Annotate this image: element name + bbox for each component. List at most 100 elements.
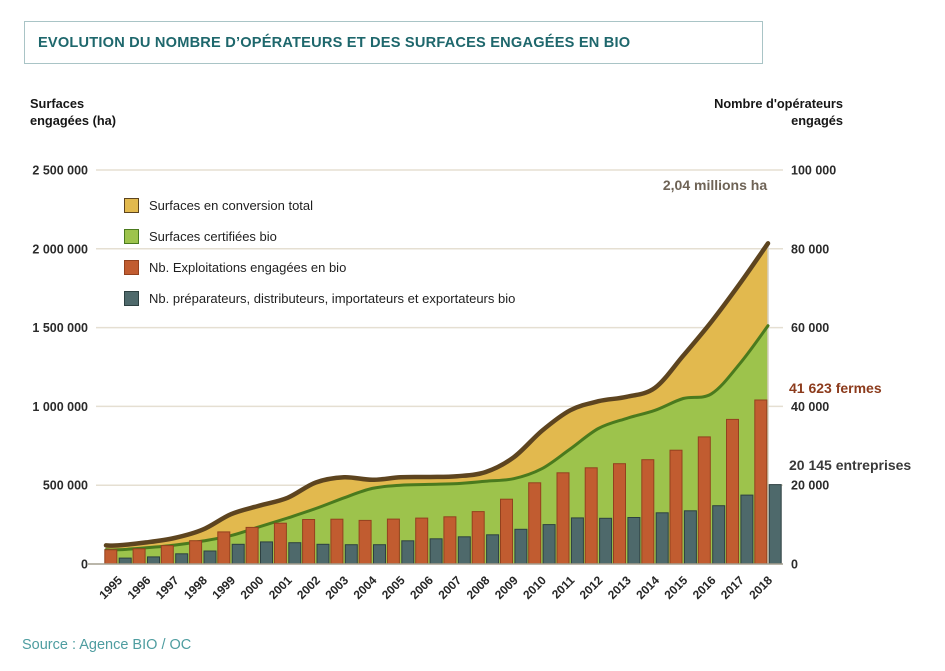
legend-item-operators: Nb. préparateurs, distributeurs, importa…	[124, 290, 515, 306]
bar-farms-2013	[613, 463, 626, 565]
bar-operators-1998	[203, 550, 217, 565]
bar-farms-2015	[669, 449, 683, 565]
x-axis-year-label: 2001	[266, 573, 295, 602]
annotation-total-surface: 2,04 millions ha	[662, 177, 768, 193]
x-axis-year-label: 2010	[520, 573, 549, 602]
x-axis-year-label: 1995	[96, 573, 125, 602]
bar-operators-2009	[514, 528, 528, 565]
legend-label-conversion: Surfaces en conversion total	[149, 197, 314, 213]
bar-operators-1995	[118, 557, 132, 565]
legend: Surfaces en conversion total Surfaces ce…	[124, 197, 515, 321]
left-axis-tick-label: 0	[81, 558, 88, 572]
bar-farms-2003	[330, 518, 344, 565]
page-title: EVOLUTION DU NOMBRE D’OPÉRATEURS ET DES …	[38, 34, 631, 51]
title-box: EVOLUTION DU NOMBRE D’OPÉRATEURS ET DES …	[24, 21, 763, 64]
source-note: Source : Agence BIO / OC	[22, 637, 192, 653]
x-axis-year-label: 2005	[379, 573, 408, 602]
x-axis-year-label: 2008	[464, 573, 493, 602]
x-axis-year-label: 2012	[577, 573, 606, 602]
bar-farms-2016	[697, 436, 711, 565]
bar-operators-2006	[429, 538, 443, 565]
left-axis-tick-label: 1 000 000	[32, 400, 88, 414]
left-axis-title-line1: Surfaces	[30, 96, 85, 111]
annotation-enterprises: 20 145 entreprises	[789, 457, 912, 473]
bar-farms-2017	[726, 418, 739, 565]
bar-farms-2010	[528, 482, 542, 565]
legend-item-farms: Nb. Exploitations engagées en bio	[124, 259, 515, 275]
bar-operators-2016	[712, 505, 726, 565]
bar-farms-2014	[641, 459, 655, 565]
bar-operators-2004	[373, 544, 386, 565]
bar-operators-2011	[570, 517, 584, 565]
bar-operators-1999	[231, 543, 245, 565]
right-axis-title-line2: engagés	[791, 112, 843, 128]
x-axis-year-label: 2009	[492, 573, 521, 602]
bar-farms-2004	[358, 519, 372, 565]
x-axis-year-label: 2004	[351, 573, 380, 602]
x-axis-year-label: 2007	[435, 573, 464, 602]
x-axis-year-label: 1998	[181, 573, 210, 602]
x-axis-year-label: 2002	[294, 573, 323, 602]
bar-farms-2007	[443, 516, 457, 565]
bar-farms-2011	[556, 472, 570, 565]
right-axis-tick-label: 80 000	[791, 242, 829, 256]
right-axis-tick-label: 60 000	[791, 321, 829, 335]
x-axis-year-label: 1997	[153, 573, 182, 602]
right-axis-title-line1: Nombre d'opérateurs	[714, 96, 843, 111]
left-axis-tick-label: 1 500 000	[32, 321, 88, 335]
x-axis-year-label: 2017	[718, 573, 747, 602]
left-axis-title-line2: engagées (ha)	[30, 112, 117, 128]
bar-operators-2007	[457, 536, 471, 565]
area-certified-bio	[106, 325, 768, 564]
right-axis-tick-label: 40 000	[791, 400, 829, 414]
bar-operators-2015	[683, 510, 697, 565]
legend-label-certified: Surfaces certifiées bio	[149, 228, 277, 244]
x-axis-year-label: 2003	[322, 573, 351, 602]
legend-swatch-certified-icon	[124, 228, 139, 244]
bar-farms-2008	[471, 511, 485, 565]
bar-operators-2003	[344, 544, 358, 565]
bar-farms-1999	[217, 531, 231, 565]
right-axis-tick-label: 0	[791, 558, 798, 572]
bar-operators-2017	[740, 494, 754, 565]
legend-swatch-farms-icon	[124, 259, 139, 275]
bar-farms-2002	[302, 519, 316, 565]
legend-swatch-conversion-icon	[124, 197, 139, 213]
x-axis-year-label: 2013	[605, 573, 634, 602]
bar-operators-2002	[316, 543, 330, 565]
x-axis-year-label: 2015	[662, 573, 691, 602]
line-total-engaged	[103, 241, 771, 548]
left-axis-tick-label: 2 500 000	[32, 164, 88, 178]
right-axis-title: Nombre d'opérateurs engagés	[643, 96, 843, 129]
line-certified-bio	[104, 324, 770, 552]
bar-farms-2006	[415, 517, 429, 565]
legend-label-operators: Nb. préparateurs, distributeurs, importa…	[149, 290, 516, 306]
bar-farms-1998	[189, 540, 203, 565]
bar-farms-2009	[500, 498, 513, 565]
bar-operators-2010	[542, 524, 556, 565]
x-axis-year-label: 2006	[407, 573, 436, 602]
bar-farms-2012	[584, 467, 598, 565]
bar-farms-2001	[273, 522, 287, 565]
bar-operators-2014	[655, 512, 669, 565]
left-axis-tick-label: 2 000 000	[32, 242, 88, 256]
x-axis-year-label: 1999	[209, 573, 238, 602]
bar-farms-1997	[160, 545, 174, 565]
bar-farms-2018	[754, 399, 768, 565]
legend-item-certified: Surfaces certifiées bio	[124, 228, 515, 244]
bar-operators-2018	[768, 484, 782, 565]
left-axis-tick-label: 500 000	[43, 479, 88, 493]
bar-farms-2000	[245, 526, 259, 565]
legend-swatch-operators-icon	[124, 290, 139, 306]
x-axis-year-label: 2016	[690, 573, 719, 602]
x-axis-year-label: 2011	[549, 573, 578, 602]
bar-farms-1995	[104, 549, 118, 565]
bar-operators-2012	[599, 517, 613, 565]
legend-item-conversion: Surfaces en conversion total	[124, 197, 515, 213]
right-axis-tick-label: 100 000	[791, 164, 836, 178]
bar-farms-1996	[132, 548, 146, 565]
bar-operators-2000	[260, 541, 273, 565]
bar-operators-2013	[627, 517, 641, 565]
